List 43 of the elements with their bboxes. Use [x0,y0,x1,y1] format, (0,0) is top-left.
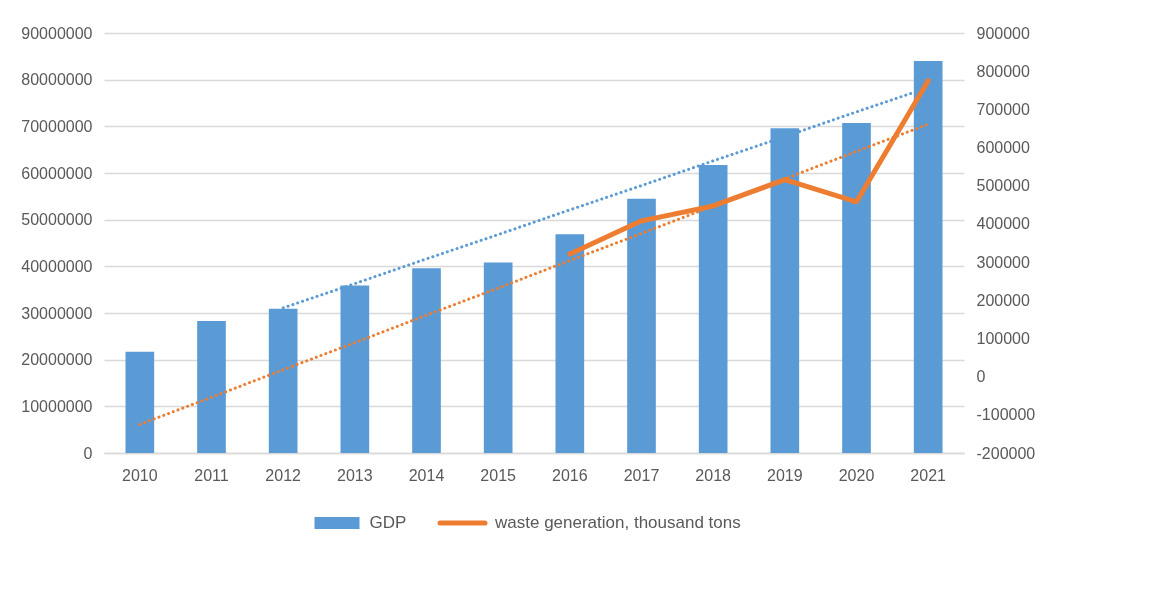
x-tick-label: 2012 [265,466,302,484]
y-tick-label: 70000000 [21,117,93,135]
y2-tick-label: 500000 [976,177,1030,195]
bar [555,234,585,453]
bar [627,198,656,453]
y2-tick-label: 900000 [976,24,1030,42]
x-tick-label: 2011 [194,466,229,484]
legend-label: waste generation, thousand tons [494,513,741,532]
x-tick-label: 2020 [838,466,875,484]
y2-tick-label: 800000 [976,62,1030,80]
y2-tick-label: 400000 [976,215,1030,233]
y-tick-label: 90000000 [21,24,93,42]
bar [842,123,871,453]
x-tick-label: 2018 [695,466,732,484]
y2-tick-label: 300000 [976,253,1030,271]
y2-tick-label: -200000 [976,444,1036,462]
y2-tick-label: 0 [976,368,986,386]
y-tick-label: 0 [83,444,93,462]
y2-tick-label: 600000 [976,139,1030,157]
x-tick-label: 2017 [623,466,660,484]
bar [483,262,513,453]
bar [125,351,155,453]
x-tick-label: 2014 [408,466,445,484]
x-tick-label: 2010 [122,466,158,484]
x-tick-label: 2013 [337,466,373,484]
legend-label: GDP [369,513,407,532]
y2-tick-label: 200000 [976,291,1030,309]
y-tick-label: 60000000 [21,164,93,182]
x-tick-label: 2016 [552,466,588,484]
y2-tick-label: 100000 [976,329,1030,347]
bar [412,268,441,453]
y-tick-label: 50000000 [21,211,93,229]
y2-tick-label: -100000 [976,406,1036,424]
y2-tick-label: 700000 [976,100,1030,118]
bar [197,320,226,453]
y-tick-label: 10000000 [21,397,93,415]
x-tick-label: 2021 [910,466,947,484]
y-tick-label: 30000000 [21,304,93,322]
y-tick-label: 20000000 [21,351,93,369]
x-tick-label: 2015 [480,466,517,484]
y-tick-label: 40000000 [21,257,93,275]
x-tick-label: 2019 [767,466,803,484]
y-tick-label: 80000000 [21,71,93,89]
